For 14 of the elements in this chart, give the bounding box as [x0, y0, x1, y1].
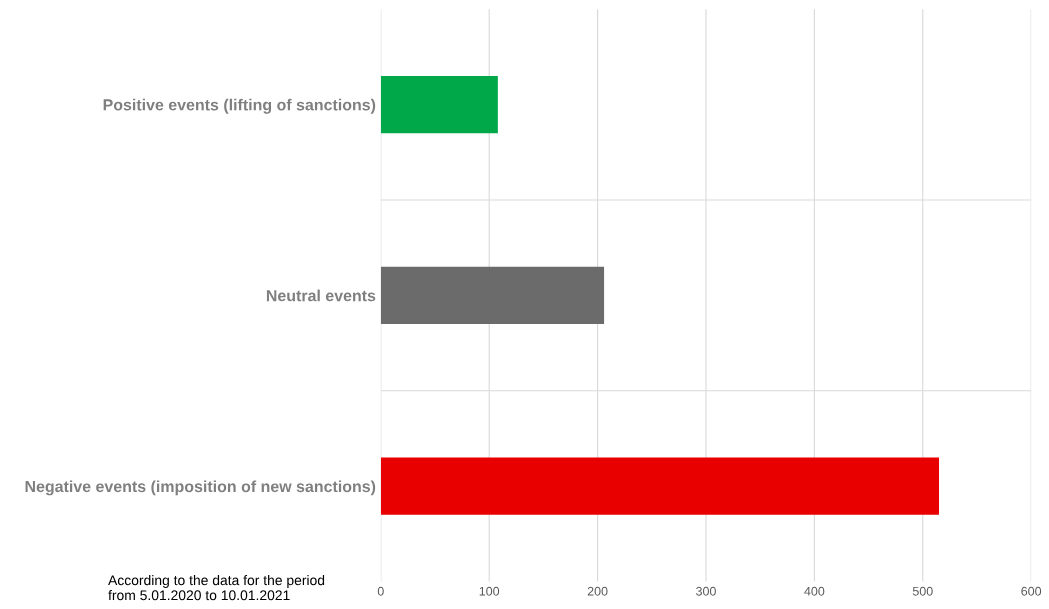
text: According to the data for the period from 5.01.2020 to 10.01.2021	[108, 575, 325, 601]
x-tick-label: 600	[1021, 586, 1042, 596]
x-tick-label: 200	[587, 586, 608, 596]
y-tick-label: Neutral events	[266, 289, 376, 302]
x-tick-label: 100	[479, 586, 500, 596]
bar	[380, 457, 940, 515]
y-tick-label: Negative events (imposition of new sanctions)	[25, 480, 376, 496]
x-tick-label: 400	[804, 586, 825, 596]
x-tick-label: 0	[377, 586, 384, 596]
x-tick-label: 300	[696, 586, 716, 596]
bar	[380, 75, 498, 134]
x-tick-label: 500	[912, 586, 933, 596]
y-tick-label: Positive events (lifting of sanctions)	[103, 98, 376, 114]
bar	[380, 266, 605, 324]
